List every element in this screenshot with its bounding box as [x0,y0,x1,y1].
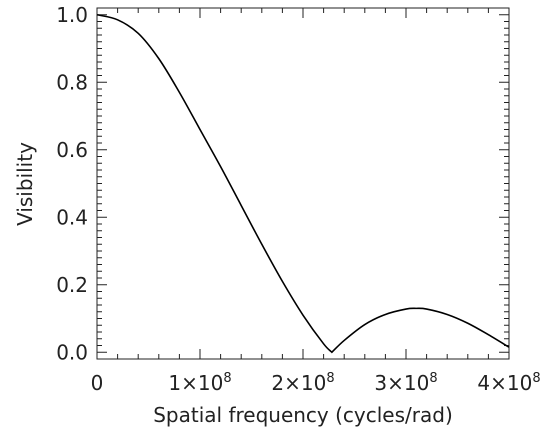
x-tick-label: 3×108 [374,371,437,395]
axis-ticks [96,8,510,359]
plot-frame [96,7,510,360]
y-tick-label: 0.2 [56,273,88,297]
y-axis-title: Visibility [13,142,37,226]
y-tick-label: 0.6 [56,138,88,162]
y-tick-label: 0.4 [56,205,88,229]
x-tick-label: 1×108 [168,371,231,395]
x-axis-title: Spatial frequency (cycles/rad) [153,403,453,427]
y-tick-labels: 0.0 0.2 0.4 0.6 0.8 1.0 [56,3,88,365]
x-tick-label: 2×108 [271,371,334,395]
y-tick-label: 0.8 [56,70,88,94]
y-tick-label: 1.0 [56,3,88,27]
y-tick-label: 0.0 [56,340,88,364]
visibility-curve [96,13,510,354]
x-tick-label: 0 [91,371,104,395]
x-tick-label: 4×108 [477,371,540,395]
x-tick-labels: 0 1×108 2×108 3×108 4×108 [91,371,541,395]
